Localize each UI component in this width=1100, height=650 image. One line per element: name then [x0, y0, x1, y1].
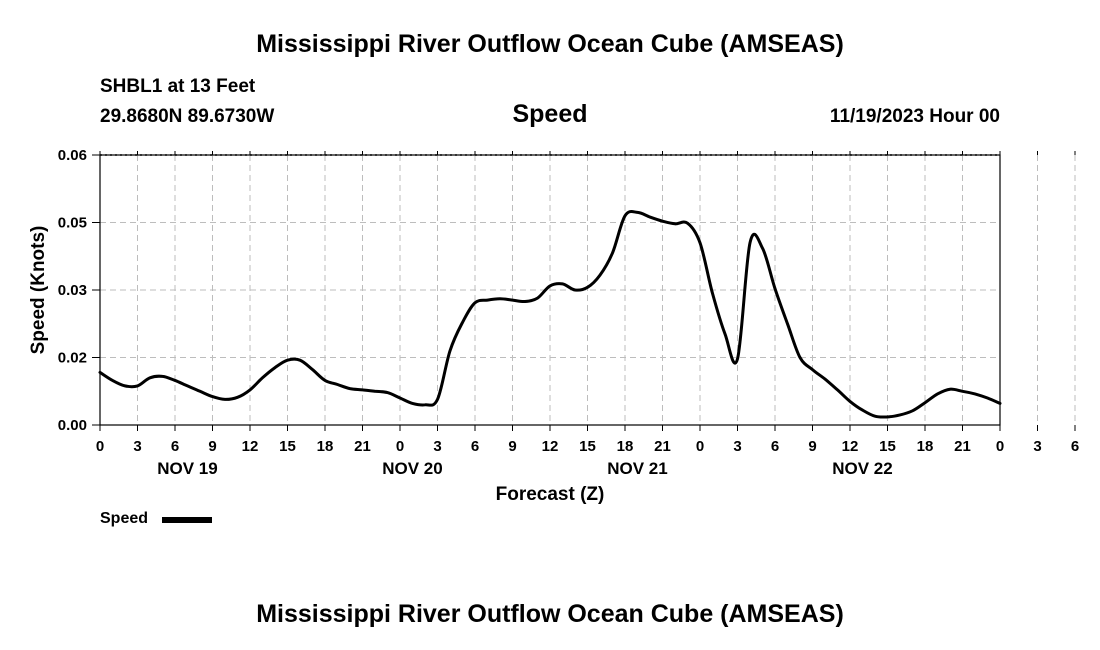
grid-layer [100, 155, 1076, 425]
x-tick-label: 21 [654, 438, 671, 455]
x-tick-label: 12 [242, 438, 259, 455]
x-tick-label: 3 [1033, 438, 1041, 455]
x-tick-label: 21 [954, 438, 971, 455]
x-tick-label: 0 [996, 438, 1004, 455]
x-axis-label: Forecast (Z) [496, 484, 605, 505]
x-tick-label: 0 [396, 438, 404, 455]
legend-speed-swatch [162, 517, 212, 523]
x-tick-label: 6 [471, 438, 479, 455]
x-tick-label: 12 [542, 438, 559, 455]
day-label: NOV 20 [382, 459, 442, 478]
speed-series-line [98, 209, 1002, 419]
x-tick-label: 6 [771, 438, 779, 455]
label-layer: 0369121518210369121518210369121518210369… [58, 147, 1079, 478]
day-label: NOV 21 [607, 459, 667, 478]
chart-title: Mississippi River Outflow Ocean Cube (AM… [256, 30, 844, 58]
y-tick-label: 0.00 [58, 417, 87, 434]
x-tick-label: 18 [617, 438, 634, 455]
x-tick-label: 3 [733, 438, 741, 455]
variable-title: Speed [512, 100, 588, 128]
x-tick-label: 15 [279, 438, 296, 455]
day-label: NOV 19 [157, 459, 217, 478]
y-axis-label: Speed (Knots) [28, 226, 49, 355]
x-tick-label: 3 [433, 438, 441, 455]
x-tick-label: 15 [879, 438, 896, 455]
x-tick-label: 3 [133, 438, 141, 455]
x-tick-label: 15 [579, 438, 596, 455]
x-tick-label: 18 [917, 438, 934, 455]
x-tick-label: 9 [808, 438, 816, 455]
x-tick-label: 0 [696, 438, 704, 455]
forecast-datetime: 11/19/2023 Hour 00 [829, 106, 1000, 127]
x-tick-label: 0 [96, 438, 104, 455]
x-tick-label: 9 [508, 438, 516, 455]
y-tick-label: 0.06 [58, 147, 87, 164]
x-tick-label: 21 [354, 438, 371, 455]
x-tick-label: 12 [842, 438, 859, 455]
station-label: SHBL1 at 13 Feet [100, 76, 256, 97]
x-tick-label: 9 [208, 438, 216, 455]
y-tick-label: 0.02 [58, 350, 87, 367]
day-label: NOV 22 [832, 459, 892, 478]
y-tick-label: 0.05 [58, 215, 87, 232]
footer-title: Mississippi River Outflow Ocean Cube (AM… [256, 600, 844, 628]
station-coordinates: 29.8680N 89.6730W [100, 106, 275, 127]
legend-label: Speed [100, 510, 149, 527]
x-tick-label: 6 [171, 438, 179, 455]
x-tick-label: 18 [317, 438, 334, 455]
tick-layer [92, 151, 1076, 431]
x-tick-label: 6 [1071, 438, 1079, 455]
y-tick-label: 0.03 [58, 282, 87, 299]
